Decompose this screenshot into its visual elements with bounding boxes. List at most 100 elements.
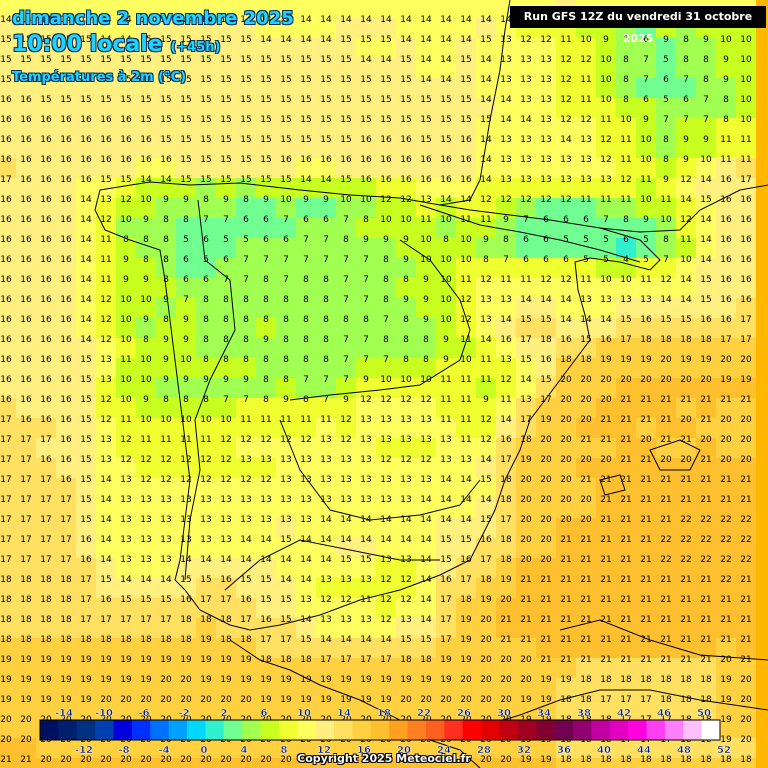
temperature-cell (376, 0, 396, 18)
temperature-cell (576, 278, 596, 298)
temperature-value: 14 (100, 515, 112, 525)
temperature-cell (516, 378, 536, 398)
temperature-cell (316, 38, 336, 58)
temperature-value: 16 (80, 115, 92, 125)
temperature-value: 19 (260, 675, 272, 685)
temperature-value: 19 (460, 655, 472, 665)
temperature-value: 5 (663, 55, 669, 65)
temperature-cell (476, 378, 496, 398)
temperature-value: 14 (540, 295, 552, 305)
temperature-cell (316, 298, 336, 318)
temperature-value: 15 (80, 355, 91, 365)
temperature-value: 11 (500, 275, 511, 285)
temperature-cell (296, 378, 316, 398)
temperature-value: 15 (400, 95, 411, 105)
temperature-cell (196, 0, 216, 18)
temperature-value: 18 (40, 575, 52, 585)
temperature-value: 21 (620, 395, 631, 405)
temperature-value: 16 (360, 175, 372, 185)
temperature-cell (216, 298, 236, 318)
temperature-value: 14 (400, 35, 412, 45)
temperature-value: 19 (220, 655, 232, 665)
temperature-value: 21 (680, 395, 691, 405)
temperature-value: 10 (460, 355, 472, 365)
temperature-cell (56, 218, 76, 238)
temperature-value: 14 (160, 175, 172, 185)
temperature-value: 13 (320, 615, 331, 625)
temperature-cell (156, 138, 176, 158)
temperature-value: 6 (203, 275, 209, 285)
temperature-value: 13 (140, 515, 151, 525)
temperature-value: 15 (300, 115, 311, 125)
temperature-cell (516, 298, 536, 318)
temperature-value: 16 (20, 395, 32, 405)
temperature-value: 11 (440, 375, 451, 385)
temperature-value: 12 (100, 315, 111, 325)
temperature-cell (196, 78, 216, 98)
temperature-value: 9 (403, 295, 409, 305)
temperature-value: 15 (360, 75, 371, 85)
temperature-value: 16 (20, 115, 32, 125)
temperature-value: 15 (200, 115, 211, 125)
temperature-value: 12 (220, 435, 231, 445)
temperature-cell (536, 278, 556, 298)
temperature-value: 12 (380, 395, 391, 405)
temperature-cell (136, 118, 156, 138)
temperature-value: 13 (580, 155, 591, 165)
temperature-value: 8 (123, 235, 129, 245)
temperature-value: 11 (100, 235, 111, 245)
temperature-cell (696, 258, 716, 278)
temperature-value: 13 (380, 495, 391, 505)
temperature-value: 16 (0, 375, 12, 385)
temperature-value: 9 (343, 395, 349, 405)
temperature-value: 18 (540, 335, 552, 345)
temperature-value: 19 (440, 675, 452, 685)
temperature-cell (176, 358, 196, 378)
temperature-value: 14 (140, 575, 152, 585)
temperature-value: 17 (520, 415, 531, 425)
temperature-value: 15 (260, 75, 271, 85)
temperature-cell (536, 298, 556, 318)
temperature-value: 11 (660, 195, 671, 205)
temperature-cell (616, 318, 636, 338)
temperature-value: 20 (560, 395, 572, 405)
temperature-value: 13 (380, 475, 391, 485)
temperature-cell (616, 278, 636, 298)
temperature-cell (536, 178, 556, 198)
temperature-cell (396, 238, 416, 258)
temperature-cell (296, 238, 316, 258)
temperature-cell (176, 398, 196, 418)
temperature-value: 12 (380, 615, 391, 625)
temperature-value: 15 (180, 135, 191, 145)
temperature-value: 13 (180, 535, 191, 545)
temperature-cell (736, 78, 756, 98)
temperature-value: 21 (620, 535, 631, 545)
temperature-cell (376, 118, 396, 138)
temperature-value: 21 (680, 595, 691, 605)
temperature-cell (636, 98, 656, 118)
temperature-value: 22 (680, 515, 691, 525)
temperature-cell (356, 338, 376, 358)
temperature-cell (336, 118, 356, 138)
temperature-cell (456, 238, 476, 258)
temperature-value: 9 (643, 115, 649, 125)
temperature-value: 13 (620, 295, 631, 305)
temperature-cell (236, 198, 256, 218)
temperature-cell (656, 358, 676, 378)
temperature-value: 21 (620, 435, 631, 445)
temperature-cell (156, 378, 176, 398)
temperature-value: 15 (280, 75, 291, 85)
legend-swatch (481, 720, 500, 740)
temperature-cell (716, 278, 736, 298)
temperature-value: 13 (120, 495, 131, 505)
temperature-cell (636, 198, 656, 218)
temperature-cell (216, 398, 236, 418)
temperature-cell (736, 278, 756, 298)
temperature-cell (736, 298, 756, 318)
temperature-value: 18 (0, 635, 12, 645)
temperature-cell (676, 318, 696, 338)
temperature-value: 7 (283, 215, 289, 225)
temperature-cell (116, 118, 136, 138)
temperature-value: 14 (420, 15, 432, 25)
temperature-cell (436, 278, 456, 298)
